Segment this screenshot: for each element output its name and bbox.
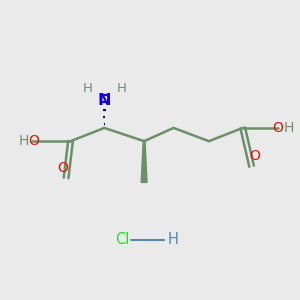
Text: H: H — [19, 134, 29, 148]
Text: O: O — [272, 121, 283, 135]
Text: H: H — [82, 82, 92, 95]
Text: O: O — [29, 134, 40, 148]
Text: N: N — [98, 93, 111, 108]
Text: O: O — [249, 149, 260, 163]
Text: Cl: Cl — [115, 232, 129, 247]
Text: ▬: ▬ — [141, 175, 147, 181]
Text: O: O — [58, 161, 69, 175]
Text: H: H — [284, 121, 294, 135]
Text: H: H — [117, 82, 127, 95]
Polygon shape — [141, 141, 147, 182]
Text: H: H — [168, 232, 178, 247]
